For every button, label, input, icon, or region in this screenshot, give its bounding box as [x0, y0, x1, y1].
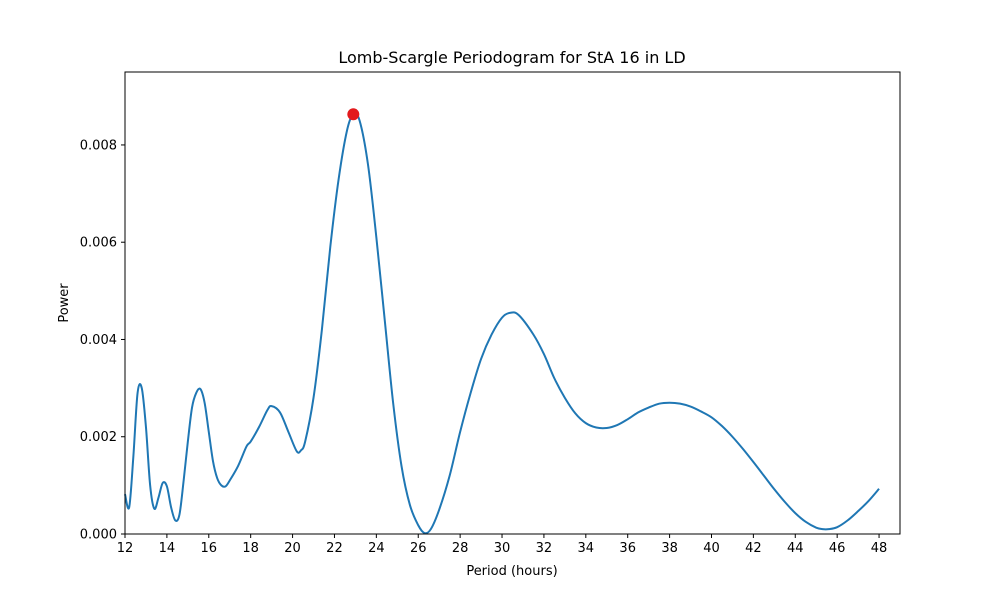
x-axis-label: Period (hours)	[466, 564, 557, 579]
peak-marker-point	[347, 108, 360, 121]
x-tick-label: 38	[661, 541, 678, 556]
y-tick-label: 0.006	[80, 236, 117, 251]
axis-ticks: 12 14 16 18 20 22 24 26 28 30 32 34 36 38 40 42 44 46 48 0.…	[80, 138, 888, 556]
x-tick-label: 44	[787, 541, 804, 556]
x-tick-label: 48	[871, 541, 888, 556]
y-tick-label: 0.002	[80, 430, 117, 445]
axes-frame	[124, 71, 901, 535]
x-tick-label: 46	[829, 541, 846, 556]
x-tick-label: 18	[242, 541, 259, 556]
x-tick-label: 24	[368, 541, 385, 556]
x-tick-label: 36	[619, 541, 636, 556]
y-axis-label: Power	[57, 283, 72, 323]
x-tick-label: 20	[284, 541, 301, 556]
y-tick-label: 0.008	[80, 138, 117, 153]
x-tick-label: 30	[494, 541, 511, 556]
x-tick-label: 28	[452, 541, 469, 556]
x-tick-label: 34	[578, 541, 595, 556]
chart-title: Lomb-Scargle Periodogram for StA 16 in L…	[338, 48, 685, 67]
plot-area	[124, 108, 880, 535]
y-tick-label: 0.004	[80, 333, 117, 348]
x-tick-label: 26	[410, 541, 427, 556]
x-tick-label: 12	[117, 541, 134, 556]
x-tick-label: 16	[201, 541, 218, 556]
x-tick-label: 14	[159, 541, 176, 556]
x-tick-label: 22	[326, 541, 343, 556]
x-tick-label: 32	[536, 541, 553, 556]
y-tick-label: 0.000	[80, 528, 117, 543]
x-tick-label: 42	[745, 541, 762, 556]
x-tick-label: 40	[703, 541, 720, 556]
periodogram-series-line-0	[124, 112, 880, 535]
